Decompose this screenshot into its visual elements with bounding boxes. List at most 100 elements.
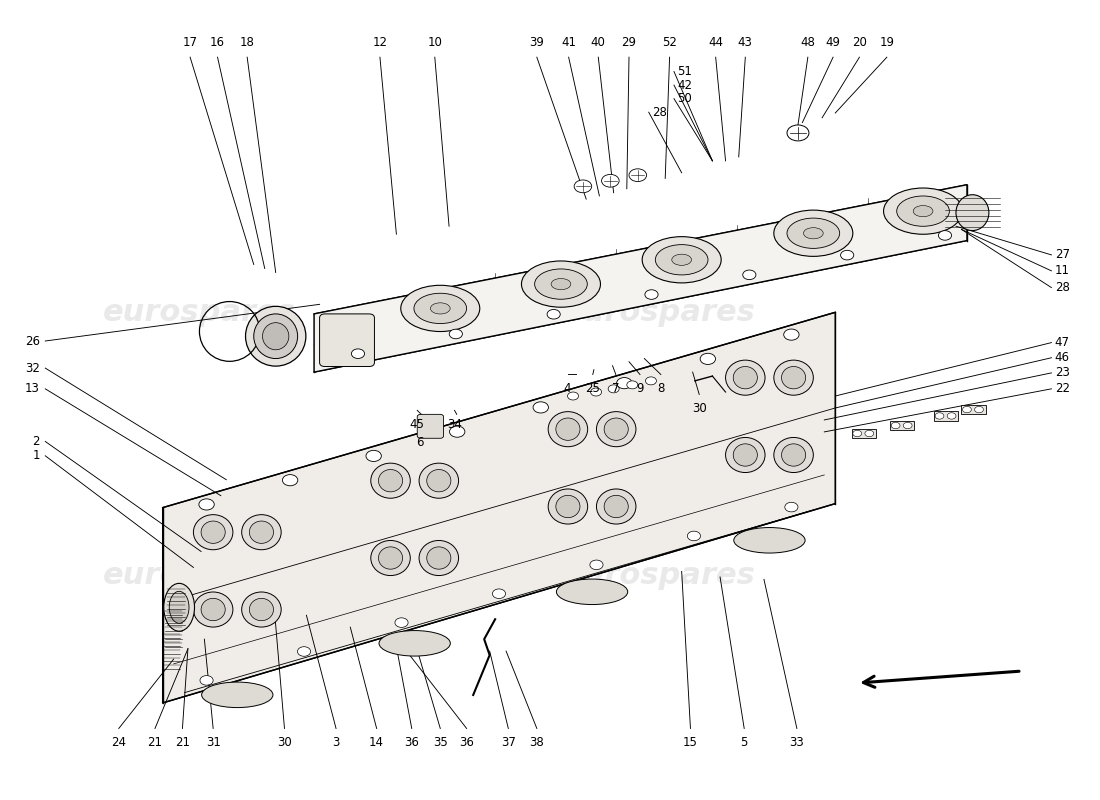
Ellipse shape	[956, 194, 989, 230]
Circle shape	[590, 560, 603, 570]
Text: 28: 28	[652, 106, 667, 118]
Ellipse shape	[201, 521, 225, 543]
Circle shape	[938, 230, 952, 240]
Text: 48: 48	[801, 36, 815, 50]
Ellipse shape	[169, 591, 189, 623]
Text: 36: 36	[405, 737, 419, 750]
Ellipse shape	[726, 360, 766, 395]
Text: eurospares: eurospares	[563, 298, 756, 327]
Text: 31: 31	[206, 737, 221, 750]
Circle shape	[783, 329, 799, 340]
Ellipse shape	[781, 444, 805, 466]
Text: 23: 23	[1055, 366, 1069, 379]
Text: 24: 24	[111, 737, 126, 750]
Text: 51: 51	[678, 65, 692, 78]
Circle shape	[840, 250, 854, 260]
Circle shape	[947, 413, 956, 419]
Circle shape	[366, 450, 382, 462]
Ellipse shape	[242, 592, 282, 627]
Circle shape	[865, 430, 873, 437]
Circle shape	[591, 388, 602, 396]
Circle shape	[629, 169, 647, 182]
Ellipse shape	[371, 463, 410, 498]
Ellipse shape	[201, 598, 225, 621]
Text: 30: 30	[692, 402, 706, 415]
Circle shape	[608, 385, 619, 393]
Ellipse shape	[726, 438, 766, 473]
Ellipse shape	[642, 237, 722, 283]
Bar	[851, 429, 876, 438]
Text: 19: 19	[879, 36, 894, 50]
Ellipse shape	[427, 547, 451, 569]
Circle shape	[351, 349, 364, 358]
Ellipse shape	[379, 630, 450, 656]
Ellipse shape	[245, 306, 306, 366]
Ellipse shape	[378, 547, 403, 569]
Bar	[934, 411, 958, 421]
Ellipse shape	[604, 418, 628, 440]
Text: 40: 40	[591, 36, 606, 50]
Ellipse shape	[781, 366, 805, 389]
Text: 17: 17	[183, 36, 198, 50]
Circle shape	[786, 125, 808, 141]
Circle shape	[617, 378, 632, 389]
Text: 6: 6	[416, 436, 424, 449]
Circle shape	[852, 430, 861, 437]
Circle shape	[200, 675, 213, 685]
Text: 20: 20	[852, 36, 867, 50]
Text: eurospares: eurospares	[563, 561, 756, 590]
Circle shape	[568, 392, 579, 400]
Circle shape	[493, 589, 506, 598]
Circle shape	[742, 270, 756, 280]
Text: 22: 22	[1055, 382, 1069, 395]
Text: 18: 18	[240, 36, 254, 50]
Circle shape	[627, 381, 638, 389]
Text: 50: 50	[678, 92, 692, 105]
Text: 11: 11	[1055, 264, 1069, 278]
Circle shape	[602, 174, 619, 187]
Text: 36: 36	[459, 737, 474, 750]
Ellipse shape	[535, 269, 587, 299]
Text: 41: 41	[561, 36, 576, 50]
Text: 21: 21	[175, 737, 190, 750]
Circle shape	[903, 422, 912, 429]
Circle shape	[283, 474, 298, 486]
Text: 7: 7	[612, 382, 619, 395]
Circle shape	[646, 377, 657, 385]
Ellipse shape	[773, 210, 852, 256]
Text: 33: 33	[790, 737, 804, 750]
Ellipse shape	[656, 245, 708, 275]
Bar	[961, 405, 986, 414]
Text: 4: 4	[564, 382, 571, 395]
Circle shape	[935, 413, 944, 419]
Ellipse shape	[734, 444, 758, 466]
Text: 42: 42	[678, 78, 692, 91]
Ellipse shape	[803, 228, 823, 239]
Text: 35: 35	[433, 737, 448, 750]
Text: 38: 38	[529, 737, 544, 750]
Ellipse shape	[773, 438, 813, 473]
Circle shape	[784, 502, 798, 512]
Ellipse shape	[521, 261, 601, 307]
Text: 46: 46	[1055, 351, 1069, 364]
Text: 29: 29	[621, 36, 637, 50]
Text: 52: 52	[662, 36, 676, 50]
Text: 27: 27	[1055, 249, 1069, 262]
Circle shape	[574, 180, 592, 193]
Ellipse shape	[414, 294, 466, 323]
Circle shape	[450, 426, 465, 438]
Ellipse shape	[430, 303, 450, 314]
Text: 3: 3	[332, 737, 340, 750]
Text: 28: 28	[1055, 281, 1069, 294]
Ellipse shape	[596, 412, 636, 446]
Ellipse shape	[400, 286, 480, 331]
FancyBboxPatch shape	[320, 314, 374, 366]
Polygon shape	[163, 312, 835, 703]
Ellipse shape	[419, 541, 459, 575]
Text: 2: 2	[32, 435, 40, 448]
Circle shape	[962, 406, 971, 413]
Ellipse shape	[557, 579, 628, 605]
Ellipse shape	[773, 360, 813, 395]
Ellipse shape	[896, 196, 949, 226]
Ellipse shape	[254, 314, 298, 358]
